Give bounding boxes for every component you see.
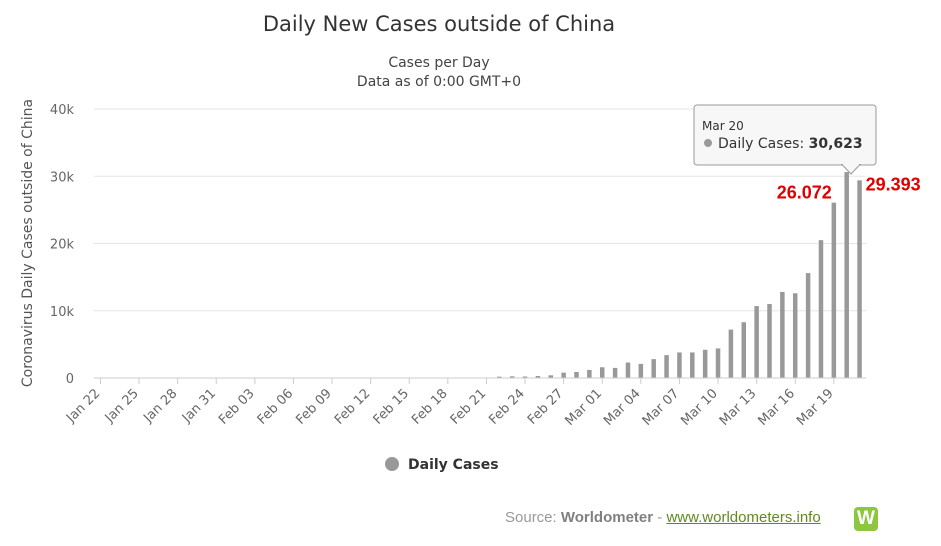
source-brand: Worldometer bbox=[560, 509, 654, 526]
x-tick-label: Jan 28 bbox=[140, 386, 180, 426]
source-prefix: Source: bbox=[505, 509, 557, 526]
bar[interactable] bbox=[857, 180, 862, 378]
source-credit: Source: Worldometer - www.worldometers.i… bbox=[505, 509, 821, 526]
x-tick-label: Jan 31 bbox=[179, 386, 219, 426]
legend-label[interactable]: Daily Cases bbox=[408, 457, 499, 473]
tooltip-value-line: Daily Cases: 30,623 bbox=[718, 136, 863, 152]
bar[interactable] bbox=[741, 322, 747, 378]
x-tick-label: Feb 03 bbox=[216, 386, 258, 428]
bar[interactable] bbox=[831, 202, 837, 378]
legend[interactable]: Daily Cases bbox=[385, 457, 499, 473]
tooltip-value: 30,623 bbox=[809, 136, 863, 152]
tooltip-box bbox=[693, 104, 877, 166]
bar[interactable] bbox=[612, 367, 618, 378]
y-tick-label: 30k bbox=[50, 170, 75, 185]
x-tick-label: Mar 10 bbox=[678, 386, 721, 429]
y-tick-label: 20k bbox=[50, 238, 75, 253]
bar[interactable] bbox=[780, 291, 785, 378]
bar[interactable] bbox=[535, 375, 541, 378]
annotation-label: 29.393 bbox=[866, 174, 921, 194]
bar[interactable] bbox=[818, 240, 824, 378]
bar[interactable] bbox=[677, 352, 682, 378]
bar[interactable] bbox=[497, 376, 502, 378]
x-tick-label: Jan 22 bbox=[63, 386, 103, 426]
x-tick-label: Feb 18 bbox=[409, 386, 451, 428]
source-link[interactable]: www.worldometers.info bbox=[666, 509, 821, 526]
x-tick-label: Mar 13 bbox=[717, 386, 760, 429]
x-tick-label: Feb 12 bbox=[332, 386, 374, 428]
x-tick-label: Jan 25 bbox=[102, 386, 142, 426]
bar[interactable] bbox=[561, 372, 566, 378]
bar[interactable] bbox=[651, 359, 656, 378]
tooltip-marker bbox=[704, 139, 712, 147]
bar[interactable] bbox=[844, 172, 849, 378]
bar[interactable] bbox=[767, 304, 772, 378]
x-tick-label: Feb 06 bbox=[255, 386, 297, 428]
x-tick-label: Mar 19 bbox=[794, 386, 837, 429]
bar[interactable] bbox=[522, 376, 528, 378]
bar[interactable] bbox=[548, 375, 554, 378]
bar-series[interactable] bbox=[123, 172, 862, 378]
chart-title: Daily New Cases outside of China bbox=[263, 12, 615, 36]
x-tick-label: Feb 15 bbox=[371, 386, 413, 428]
bar[interactable] bbox=[754, 306, 759, 378]
annotation-label: 26.072 bbox=[777, 183, 832, 203]
tooltip-series-name: Daily Cases bbox=[718, 136, 799, 152]
bar[interactable] bbox=[587, 369, 592, 378]
y-axis-ticks: 0 10k 20k 30k 40k bbox=[50, 103, 75, 387]
bar[interactable] bbox=[715, 348, 721, 378]
bar[interactable] bbox=[664, 355, 669, 378]
bar[interactable] bbox=[509, 376, 515, 378]
bar[interactable] bbox=[792, 293, 798, 378]
chart-subtitle-line-2: Data as of 0:00 GMT+0 bbox=[357, 74, 521, 90]
chart-subtitle-line-1: Cases per Day bbox=[388, 55, 489, 71]
bar[interactable] bbox=[690, 352, 695, 378]
tooltip-date: Mar 20 bbox=[702, 119, 744, 133]
y-tick-label: 10k bbox=[50, 305, 75, 320]
tooltip: Mar 20 Daily Cases: 30,623 bbox=[693, 104, 877, 175]
bar[interactable] bbox=[638, 363, 644, 378]
x-tick-label: Mar 04 bbox=[601, 386, 644, 429]
x-tick-label: Mar 01 bbox=[562, 386, 605, 429]
worldometer-logo-icon[interactable]: W bbox=[854, 507, 878, 531]
bar[interactable] bbox=[805, 273, 811, 378]
y-axis-label: Coronavirus Daily Cases outside of China bbox=[20, 99, 36, 387]
bar[interactable] bbox=[702, 349, 708, 378]
x-tick-label: Mar 07 bbox=[640, 386, 683, 429]
bar[interactable] bbox=[574, 371, 579, 378]
x-tick-label: Feb 21 bbox=[448, 386, 490, 428]
bar[interactable] bbox=[599, 367, 605, 378]
annotations: 26.072 29.393 bbox=[777, 174, 921, 202]
y-tick-label: 0 bbox=[66, 372, 74, 387]
bar[interactable] bbox=[728, 329, 734, 378]
x-tick-label: Feb 27 bbox=[525, 386, 567, 428]
x-tick-label: Feb 24 bbox=[486, 386, 528, 428]
x-tick-label: Feb 09 bbox=[293, 386, 335, 428]
x-tick-label: Mar 16 bbox=[755, 386, 798, 429]
bar[interactable] bbox=[625, 362, 631, 378]
legend-marker[interactable] bbox=[385, 457, 399, 471]
source-separator: - bbox=[657, 509, 663, 526]
y-tick-label: 40k bbox=[50, 103, 75, 118]
